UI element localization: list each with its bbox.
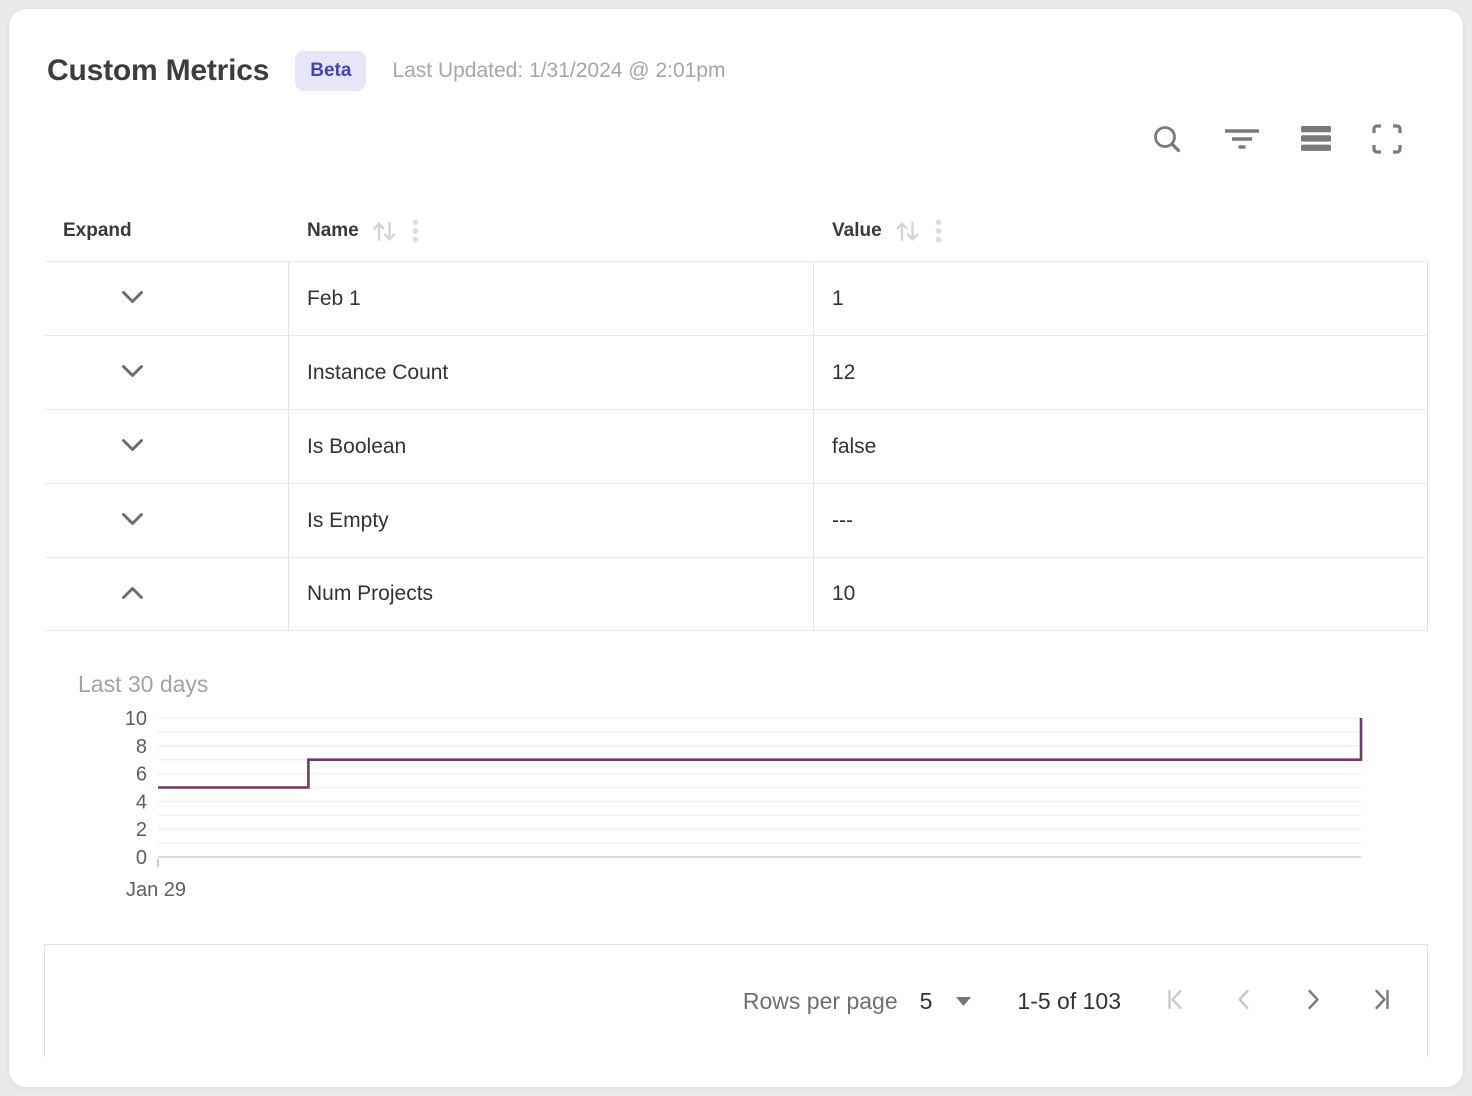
column-header-name[interactable]: Name	[288, 219, 813, 243]
density-button[interactable]	[1301, 126, 1331, 154]
chevron-right-icon	[1299, 986, 1326, 1016]
svg-text:Jan 29: Jan 29	[126, 879, 186, 901]
sort-icon[interactable]	[371, 220, 398, 243]
svg-text:10: 10	[125, 708, 147, 730]
metric-value-cell: false	[813, 410, 1427, 483]
metric-name-cell: Is Boolean	[288, 410, 813, 483]
next-page-button[interactable]	[1297, 986, 1327, 1016]
metric-value-cell: ---	[813, 484, 1427, 557]
expand-cell	[44, 336, 288, 409]
previous-page-button	[1229, 986, 1259, 1016]
column-label-value: Value	[832, 220, 882, 241]
search-icon	[1151, 123, 1183, 158]
table-row: Num Projects 10	[44, 557, 1427, 631]
column-header-expand: Expand	[44, 220, 288, 242]
column-header-value[interactable]: Value	[813, 219, 1428, 243]
expand-cell	[44, 484, 288, 557]
expand-cell	[44, 558, 288, 630]
metric-value-cell: 10	[813, 558, 1427, 630]
first-page-button	[1161, 986, 1191, 1016]
num-projects-chart: 0 2 4 6 8 10 Jan 29	[44, 706, 1428, 904]
chevron-down-icon	[121, 290, 144, 307]
chevron-up-icon	[121, 586, 144, 603]
svg-text:4: 4	[136, 791, 147, 813]
pagination-range-label: 1-5 of 103	[1017, 987, 1121, 1014]
expand-row-button[interactable]	[110, 351, 154, 395]
metric-value-cell: 1	[813, 262, 1427, 335]
collapse-row-button[interactable]	[110, 572, 154, 616]
metric-value-cell: 12	[813, 336, 1427, 409]
table-row: Is Boolean false	[44, 409, 1427, 483]
fullscreen-icon	[1371, 123, 1403, 158]
first-page-icon	[1163, 986, 1190, 1016]
page-title: Custom Metrics	[47, 54, 270, 87]
page-header: Custom Metrics Beta Last Updated: 1/31/2…	[47, 51, 1428, 91]
chevron-down-icon	[956, 996, 972, 1006]
table-footer: Rows per page 5 1-5 of 103	[44, 944, 1428, 1057]
expand-row-button[interactable]	[110, 425, 154, 469]
search-button[interactable]	[1151, 123, 1183, 158]
last-page-button[interactable]	[1365, 986, 1395, 1016]
table-row: Instance Count 12	[44, 335, 1427, 409]
chart-title: Last 30 days	[78, 671, 209, 697]
filter-button[interactable]	[1223, 127, 1261, 154]
beta-badge: Beta	[295, 51, 367, 91]
column-label-name: Name	[307, 220, 359, 241]
column-label-expand: Expand	[63, 220, 132, 241]
rows-per-page-select[interactable]: 5	[920, 988, 972, 1015]
chevron-down-icon	[121, 512, 144, 529]
svg-text:0: 0	[136, 847, 147, 869]
pagination-nav	[1161, 986, 1395, 1016]
fullscreen-button[interactable]	[1371, 123, 1403, 158]
expand-row-button[interactable]	[110, 277, 154, 321]
rows-per-page-label: Rows per page	[742, 987, 898, 1014]
table-body: Feb 1 1 Instance Count 12 Is Boolean fal…	[44, 261, 1428, 631]
svg-text:6: 6	[136, 764, 147, 786]
metric-name-cell: Instance Count	[288, 336, 813, 409]
table-row: Is Empty ---	[44, 483, 1427, 557]
table-row: Feb 1 1	[44, 261, 1427, 335]
svg-text:2: 2	[136, 819, 147, 841]
chevron-down-icon	[121, 364, 144, 381]
last-updated-text: Last Updated: 1/31/2024 @ 2:01pm	[392, 59, 726, 82]
rows-per-page-value: 5	[919, 987, 933, 1014]
density-icon	[1301, 126, 1331, 154]
table-toolbar	[44, 121, 1403, 159]
metric-name-cell: Is Empty	[288, 484, 813, 557]
last-page-icon	[1367, 986, 1394, 1016]
chevron-down-icon	[121, 438, 144, 455]
metric-name-cell: Feb 1	[288, 262, 813, 335]
metric-name-cell: Num Projects	[288, 558, 813, 630]
filter-icon	[1223, 127, 1261, 154]
expand-cell	[44, 410, 288, 483]
expand-cell	[44, 262, 288, 335]
column-menu-icon[interactable]	[412, 219, 419, 243]
chevron-left-icon	[1231, 986, 1258, 1016]
sort-icon[interactable]	[894, 220, 921, 243]
custom-metrics-card: Custom Metrics Beta Last Updated: 1/31/2…	[8, 8, 1464, 1088]
svg-text:8: 8	[136, 736, 147, 758]
expand-row-button[interactable]	[110, 499, 154, 543]
column-menu-icon[interactable]	[935, 219, 942, 243]
table-header: Expand Name Value	[44, 201, 1428, 261]
